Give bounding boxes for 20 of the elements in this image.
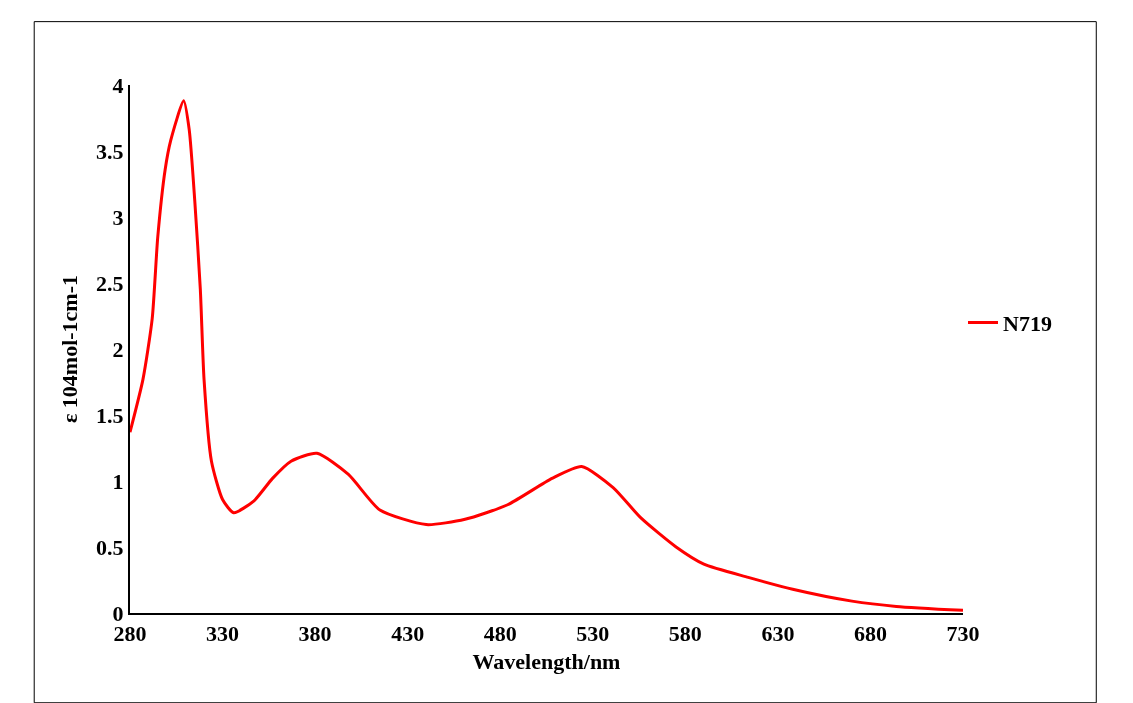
x-tick-label: 730 <box>946 621 980 647</box>
x-axis-title: Wavelength/nm <box>472 648 621 674</box>
x-tick-label: 580 <box>668 621 702 647</box>
y-tick-label: 0.5 <box>96 534 124 560</box>
y-tick-label: 4 <box>112 72 124 98</box>
y-tick-label: 1 <box>112 468 124 494</box>
x-tick-label: 480 <box>483 621 517 647</box>
x-tick-label: 530 <box>576 621 610 647</box>
y-axis-title: ε 104mol-1cm-1 <box>57 274 83 424</box>
y-tick-label: 3 <box>112 204 124 230</box>
y-tick-label: 3.5 <box>96 138 124 164</box>
x-tick-label: 630 <box>761 621 795 647</box>
x-tick-label: 430 <box>391 621 425 647</box>
y-tick-label: 1.5 <box>96 402 124 428</box>
x-tick-label: 330 <box>206 621 240 647</box>
y-tick-label: 2 <box>112 336 124 362</box>
y-tick-label: 2.5 <box>96 270 124 296</box>
x-tick-label: 680 <box>853 621 887 647</box>
x-tick-label: 380 <box>298 621 332 647</box>
legend-label: N719 <box>1003 310 1052 336</box>
